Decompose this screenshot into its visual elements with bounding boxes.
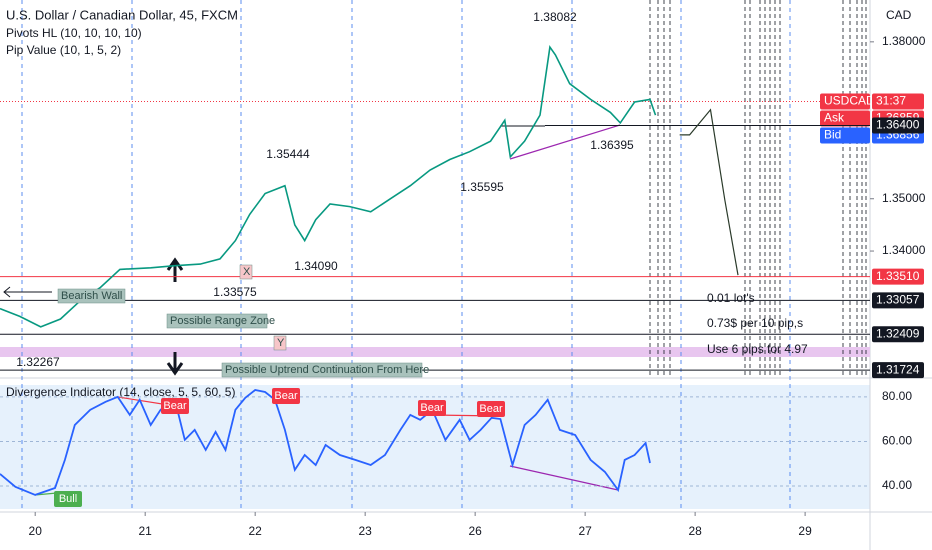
annotation: 1.38082 [533, 10, 577, 24]
signal-box [54, 491, 82, 507]
signal-label: Bear [274, 390, 298, 402]
y-tick-label: 80.00 [882, 389, 912, 403]
down-arrow [166, 352, 184, 376]
note-text: Possible Uptrend Continuation From Here [225, 364, 429, 376]
symbol-label: USDCAD [824, 94, 875, 108]
price-level-label-box [872, 117, 924, 134]
note-text: Possible Range Zone [170, 315, 275, 327]
annotation: 1.33575 [213, 285, 257, 299]
price-level-label-box [872, 268, 924, 285]
ask-label-box [820, 110, 870, 127]
bid-label: Bid [824, 128, 841, 142]
signal-label: Bear [420, 402, 444, 414]
annotation: 1.36395 [590, 138, 634, 152]
left-arrow [3, 286, 52, 298]
note-text: X [243, 266, 251, 278]
note-box [57, 288, 126, 304]
note-box [221, 362, 423, 378]
note-text: Y [277, 337, 285, 349]
note-box [166, 313, 268, 329]
note-text: Bearish Wall [61, 290, 122, 302]
price-level-label: 1.32409 [876, 326, 920, 340]
x-tick-label: 22 [248, 524, 262, 538]
chart-title: U.S. Dollar / Canadian Dollar, 45, FXCM [6, 7, 238, 22]
up-arrow [166, 257, 184, 282]
study-label: Pivots HL (10, 10, 10, 10) [6, 26, 142, 40]
countdown-label: 31:37 [876, 94, 906, 108]
x-tick-label: 27 [578, 524, 592, 538]
annotation: 0.73$ per 10 pip,s [707, 316, 803, 330]
study-label: Pip Value (10, 1, 5, 2) [6, 43, 121, 57]
note-box [239, 264, 253, 280]
signal-box [477, 401, 505, 417]
currency-label: CAD [886, 8, 912, 22]
signal-box [418, 400, 446, 416]
y-tick-label: 40.00 [882, 478, 912, 492]
annotation: 1.32267 [16, 355, 60, 369]
divergence-line [509, 124, 621, 160]
projection-line [679, 108, 739, 276]
price-level-label-box [872, 362, 924, 379]
y-tick-label: 1.35000 [882, 191, 926, 205]
x-tick-label: 29 [798, 524, 812, 538]
price-level-label: 1.33510 [876, 269, 920, 283]
price-level-label-box [872, 292, 924, 309]
y-tick-label: 1.34000 [882, 243, 926, 257]
x-tick-label: 23 [358, 524, 372, 538]
price-level-label-box [872, 326, 924, 343]
signal-label: Bear [479, 403, 503, 415]
annotation: 1.35444 [266, 147, 310, 161]
annotation: 0.01 lot's [707, 291, 755, 305]
annotation: 1.35595 [460, 180, 504, 194]
x-tick-label: 28 [688, 524, 702, 538]
separators [21, 0, 867, 512]
indicator-line [0, 389, 651, 496]
price-level-label: 1.31724 [876, 362, 920, 376]
signal-label: Bear [163, 400, 187, 412]
indicator-title: Divergence Indicator (14, close, 5, 5, 6… [6, 385, 235, 399]
zone-band [0, 347, 870, 357]
price-level-label: 1.36400 [876, 118, 920, 132]
price-line [0, 44, 657, 328]
annotation: 1.34090 [294, 259, 338, 273]
countdown-label-box [872, 93, 924, 110]
annotation: Use 6 pips for 4.97 [707, 342, 808, 356]
y-tick-label: 60.00 [882, 434, 912, 448]
y-tick-label: 1.38000 [882, 34, 926, 48]
note-box [273, 335, 287, 351]
signal-box [161, 398, 189, 414]
x-tick-label: 21 [139, 524, 153, 538]
symbol-label-box [820, 93, 870, 110]
signal-box [272, 388, 300, 404]
x-tick-label: 26 [468, 524, 482, 538]
price-level-label: 1.33057 [876, 293, 920, 307]
ask-label: Ask [824, 111, 845, 125]
x-tick-label: 20 [29, 524, 43, 538]
bid-label-box [820, 127, 870, 144]
signal-label: Bull [59, 493, 77, 505]
